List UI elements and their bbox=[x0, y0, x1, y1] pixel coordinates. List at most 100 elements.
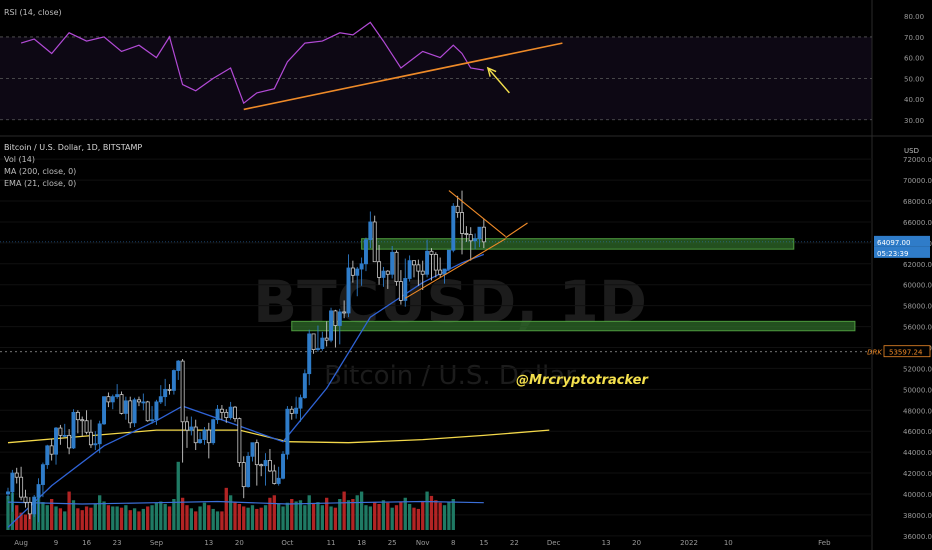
candle-body bbox=[385, 270, 390, 275]
price-tick-label: 68000.00 bbox=[903, 198, 932, 206]
volume-bar bbox=[442, 505, 447, 530]
time-tick-label: 13 bbox=[602, 539, 611, 547]
volume-bar bbox=[263, 505, 268, 530]
volume-bar bbox=[132, 508, 137, 530]
rsi-line bbox=[20, 21, 484, 105]
price-tick-label: 44000.00 bbox=[903, 449, 932, 457]
time-tick-label: 15 bbox=[479, 539, 488, 547]
volume-bar bbox=[45, 505, 49, 530]
candle-body bbox=[198, 439, 203, 444]
volume-bar bbox=[373, 502, 377, 530]
candle-body bbox=[136, 399, 141, 403]
support-zone-1[interactable] bbox=[361, 238, 795, 250]
indicator-ema21[interactable]: EMA (21, close, 0) bbox=[4, 179, 77, 188]
time-tick-label: 2022 bbox=[680, 539, 698, 547]
indicator-vol[interactable]: Vol (14) bbox=[4, 155, 35, 164]
price-tick-label: 42000.00 bbox=[903, 470, 932, 478]
volume-bar bbox=[303, 505, 307, 530]
candle-body bbox=[154, 401, 159, 421]
volume-bar bbox=[386, 502, 390, 530]
volume-bar bbox=[23, 514, 28, 530]
candle-body bbox=[119, 394, 124, 414]
volume-bar bbox=[403, 497, 407, 530]
candle-body bbox=[10, 472, 15, 493]
volume-bar bbox=[394, 505, 399, 530]
candle-body bbox=[412, 260, 416, 266]
candle-body bbox=[407, 260, 412, 279]
price-tick-label: 70000.00 bbox=[903, 177, 932, 185]
candle-body bbox=[163, 388, 168, 398]
candle-body bbox=[259, 464, 264, 467]
candle-body bbox=[355, 268, 360, 276]
price-tick-label: 40000.00 bbox=[903, 491, 932, 499]
candle-body bbox=[420, 270, 425, 275]
indicator-ma200[interactable]: MA (200, close, 0) bbox=[4, 167, 77, 176]
volume-bar bbox=[242, 506, 246, 530]
candle-body bbox=[58, 427, 63, 436]
candle-body bbox=[307, 333, 312, 375]
volume-bar bbox=[172, 499, 176, 530]
candle-body bbox=[254, 442, 259, 466]
volume-bar bbox=[355, 495, 359, 530]
candle-body bbox=[267, 460, 272, 472]
time-tick-label: Oct bbox=[281, 539, 293, 547]
volume-bar bbox=[425, 491, 429, 530]
candle-body bbox=[128, 400, 133, 424]
candle-body bbox=[215, 408, 220, 421]
volume-bar bbox=[84, 506, 89, 530]
candle-body bbox=[23, 496, 28, 503]
price-tick-label: 48000.00 bbox=[903, 407, 932, 415]
watermark-sub: Bitcoin / U.S. Dollar bbox=[324, 361, 576, 391]
candle-body bbox=[36, 484, 41, 498]
drawings[interactable] bbox=[243, 42, 563, 299]
time-tick-label: Nov bbox=[416, 539, 430, 547]
candle-body bbox=[228, 406, 233, 418]
volume-bar bbox=[215, 511, 220, 530]
volume-bar bbox=[180, 497, 185, 530]
time-tick-label: 11 bbox=[327, 539, 336, 547]
candle-body bbox=[281, 453, 285, 479]
candle-body bbox=[460, 212, 464, 234]
symbol-title[interactable]: Bitcoin / U.S. Dollar, 1D, BITSTAMP bbox=[4, 143, 143, 152]
volume-bar bbox=[351, 499, 355, 530]
candle-body bbox=[193, 426, 198, 444]
volume-bar bbox=[154, 502, 159, 530]
volume-bar bbox=[338, 499, 342, 530]
level-name-tag: DRK bbox=[867, 349, 883, 357]
candle-body bbox=[62, 434, 67, 437]
countdown-tag: 05:23:39 bbox=[877, 250, 908, 258]
rsi-legend[interactable]: RSI (14, close) bbox=[4, 8, 62, 17]
support-zone-2[interactable] bbox=[291, 320, 856, 332]
candle-body bbox=[102, 396, 107, 425]
candle-body bbox=[67, 434, 72, 449]
volume-bar bbox=[185, 505, 189, 530]
candle-body bbox=[71, 411, 76, 449]
volume-bar bbox=[194, 511, 198, 530]
candle-body bbox=[390, 251, 395, 275]
candle-body bbox=[455, 205, 460, 213]
candle-body bbox=[233, 406, 237, 420]
arrow-head bbox=[486, 66, 497, 77]
volume-bar bbox=[434, 500, 438, 530]
volume-bar bbox=[211, 508, 215, 530]
volume-bar bbox=[272, 495, 276, 530]
volume-bar bbox=[163, 503, 167, 530]
time-tick-label: 18 bbox=[357, 539, 366, 547]
support-zones[interactable] bbox=[291, 238, 856, 332]
time-tick-label: 16 bbox=[82, 539, 91, 547]
candle-body bbox=[451, 205, 456, 251]
level-value-tag: 53597.24 bbox=[889, 349, 923, 357]
volume-bar bbox=[346, 500, 351, 530]
volume-bar bbox=[268, 497, 272, 530]
volume-bar bbox=[202, 502, 207, 530]
candle-body bbox=[394, 251, 399, 282]
candle-body bbox=[141, 401, 146, 404]
volume-bar bbox=[115, 506, 119, 530]
level-tag-bg bbox=[883, 345, 931, 358]
candle-body bbox=[180, 360, 185, 423]
candle-body bbox=[377, 261, 382, 278]
volume-bar bbox=[399, 501, 403, 530]
candle-body bbox=[75, 411, 80, 421]
